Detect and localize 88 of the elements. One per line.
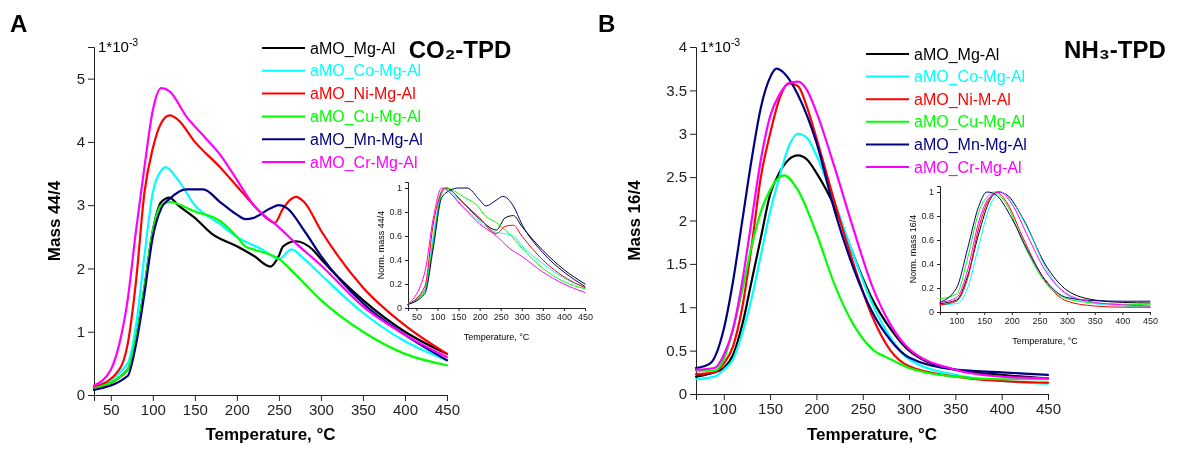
x-tick-label: 250	[493, 312, 509, 323]
x-tick-label: 200	[804, 399, 830, 417]
x-tick-label: 350	[1087, 316, 1103, 327]
y-axis-title: Norm. mass 44/4	[376, 210, 386, 280]
y-tick-label: 0	[678, 385, 687, 403]
y-tick-label: 0.6	[389, 231, 402, 242]
x-tick-label: 450	[577, 312, 594, 323]
x-tick-label: 400	[989, 399, 1015, 417]
x-tick-label: 300	[1060, 316, 1076, 327]
x-tick-label: 100	[140, 400, 166, 418]
x-axis-title: Temperature, °C	[1012, 336, 1079, 346]
y-tick-label: 0	[396, 303, 402, 314]
x-tick-label: 150	[451, 312, 467, 323]
x-tick-label: 250	[266, 400, 292, 418]
legend-label: aMO_Mn-Mg-Al	[310, 130, 423, 149]
x-tick-label: 350	[350, 400, 376, 418]
annotation: 1*10$^{-3}$	[700, 36, 741, 55]
y-tick-label: 1	[396, 183, 402, 194]
y-tick-label: 0.5	[666, 341, 687, 359]
x-axis-title: Temperature, °C	[205, 425, 336, 444]
x-tick-label: 150	[977, 316, 993, 327]
x-tick-label: 400	[556, 312, 572, 323]
legend-label: aMO_Cu-Mg-Al	[914, 113, 1026, 132]
y-tick-label: 2.5	[666, 168, 687, 186]
legend-label: aMO_Mg-Al	[914, 45, 1000, 64]
x-tick-label: 150	[758, 399, 784, 417]
y-tick-label: 3	[678, 125, 687, 143]
y-tick-label: 0.6	[921, 235, 934, 246]
y-tick-label: 4	[76, 133, 85, 151]
legend-label: aMO_Cu-Mg-Al	[310, 107, 422, 126]
y-tick-label: 0	[76, 386, 85, 404]
y-tick-label: 0.8	[921, 211, 934, 222]
x-axis-title: Temperature, °C	[806, 425, 938, 444]
y-tick-label: 1	[678, 298, 687, 316]
y-tick-label: 3.5	[666, 81, 687, 99]
x-tick-label: 200	[1004, 316, 1020, 327]
legend-label: aMO_Mn-Mg-Al	[914, 135, 1027, 154]
chart-title: CO₂-TPD	[408, 36, 512, 63]
x-tick-label: 100	[711, 399, 737, 417]
x-tick-label: 250	[850, 399, 876, 417]
y-tick-label: 1	[76, 323, 85, 341]
y-tick-label: 0.4	[921, 259, 934, 270]
y-tick-label: 0.4	[389, 255, 402, 266]
x-tick-label: 200	[472, 312, 488, 323]
x-tick-label: 200	[224, 400, 250, 418]
x-tick-label: 100	[430, 312, 446, 323]
y-tick-label: 0.2	[389, 279, 402, 290]
y-tick-label: 0.8	[389, 207, 402, 218]
y-tick-label: 5	[76, 69, 85, 87]
legend-label: aMO_Mg-Al	[310, 39, 396, 58]
legend-label: aMO_Ni-Mg-Al	[310, 85, 416, 104]
x-tick-label: 150	[182, 400, 208, 418]
annotation: 1*10$^{-3}$	[98, 36, 139, 55]
y-tick-label: 0	[928, 307, 934, 318]
y-tick-label: 3	[76, 196, 85, 214]
legend-label: aMO_Co-Mg-Al	[310, 62, 422, 81]
x-axis-title: Temperature, °C	[463, 332, 530, 342]
x-tick-label: 450	[1142, 316, 1159, 327]
text: A	[10, 10, 28, 37]
legend-label: aMO_Ni-M-Al	[914, 90, 1011, 109]
y-tick-label: 2	[76, 259, 85, 277]
x-tick-label: 450	[1035, 399, 1062, 417]
line-series	[407, 187, 586, 305]
x-tick-label: 50	[102, 400, 120, 418]
x-tick-label: 450	[434, 400, 461, 418]
x-tick-label: 50	[411, 312, 422, 323]
y-tick-label: 0.2	[921, 283, 934, 294]
y-axis-title: Mass 16/4	[625, 179, 644, 261]
x-tick-label: 350	[535, 312, 551, 323]
y-tick-label: 1	[928, 187, 934, 198]
text: NH₃-TPD	[1064, 36, 1166, 63]
x-tick-label: 350	[943, 399, 969, 417]
legend-label: aMO_Co-Mg-Al	[914, 68, 1026, 87]
y-axis-title: Mass 44/4	[45, 180, 64, 262]
legend-label: aMO_Cr-Mg-Al	[914, 158, 1022, 177]
x-tick-label: 400	[1115, 316, 1131, 327]
y-tick-label: 1.5	[666, 255, 687, 273]
x-tick-label: 300	[897, 399, 923, 417]
x-tick-label: 300	[308, 400, 334, 418]
y-axis-title: Norm. mass 16/4	[908, 214, 918, 284]
x-tick-label: 300	[514, 312, 530, 323]
text: B	[598, 10, 616, 37]
x-tick-label: 400	[392, 400, 418, 418]
legend-label: aMO_Cr-Mg-Al	[310, 153, 418, 172]
y-tick-label: 4	[678, 38, 687, 56]
y-tick-label: 2	[678, 211, 687, 229]
x-tick-label: 100	[949, 316, 965, 327]
x-tick-label: 250	[1032, 316, 1048, 327]
